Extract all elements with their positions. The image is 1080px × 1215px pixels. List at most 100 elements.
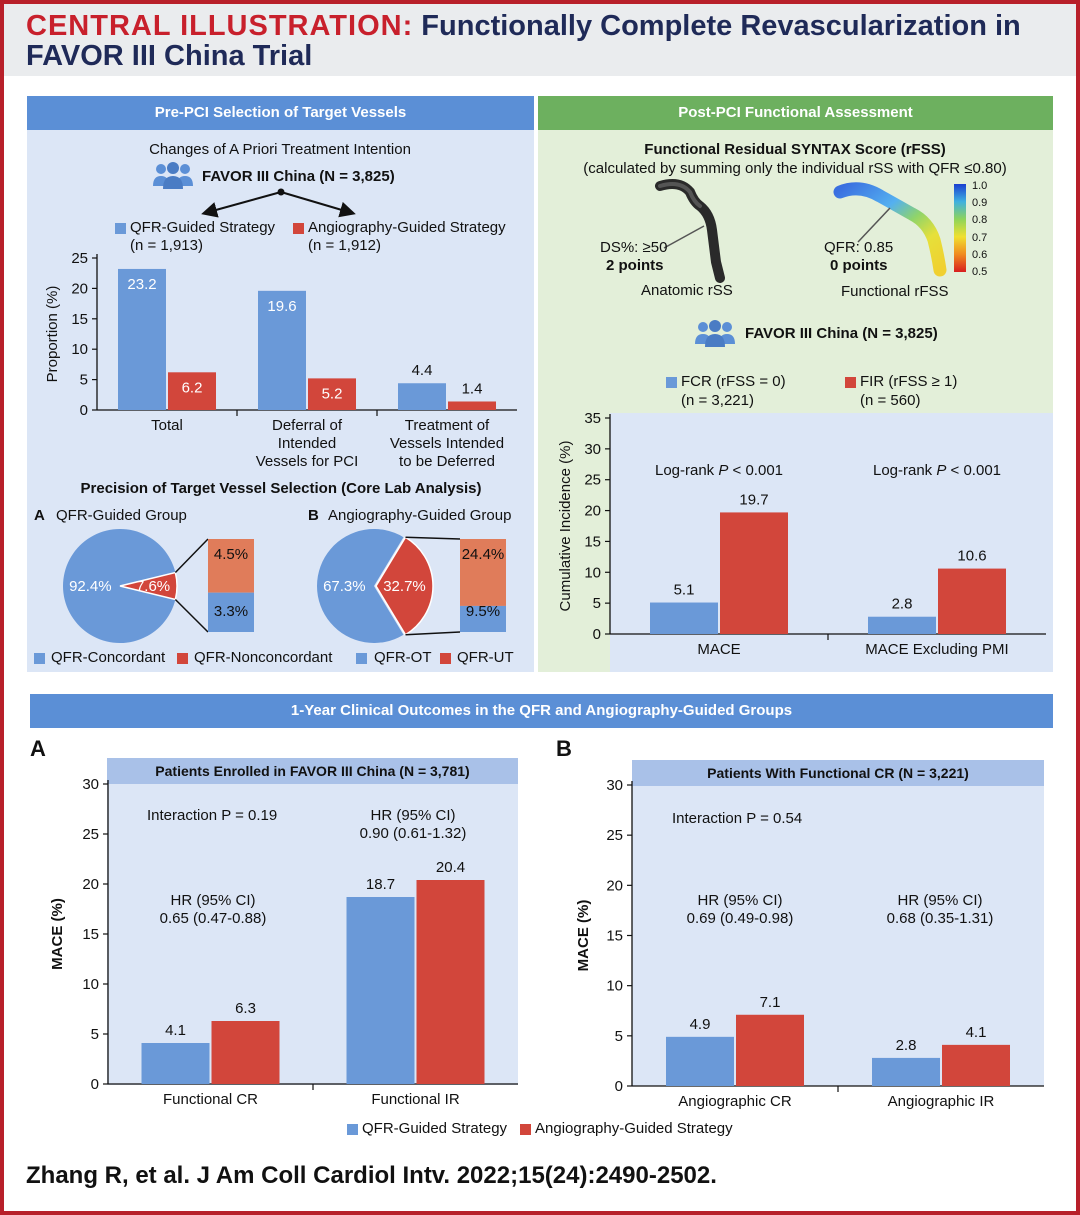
bar-red [938,568,1006,634]
pie-connector [174,538,209,574]
y-tick-label: 25 [606,827,623,844]
legend-n-fcr: (n = 3,221) [681,392,754,409]
data-label: 20.4 [436,859,465,876]
chart-outcomes-enrolled: 0 5 10 15 20 25 30 MACE (%) Functional CR 4.1 6.3 F… [30,760,530,1120]
title-bar [4,4,1076,76]
x-category-label: Treatment of [405,417,490,434]
anatomic-ds-label: DS%: ≥50 [600,239,668,256]
y-tick-label: 10 [584,564,601,581]
panelA-hr-value: 0.65 (0.47-0.88) [159,910,267,927]
panelB-plot-bg [632,760,1044,1086]
y-tick-label: 20 [584,503,601,520]
colorbar-tick: 0.7 [972,232,988,244]
pie-connector [405,536,461,540]
y-tick-label: 30 [584,441,601,458]
pie-legend-swatch-ut [440,653,451,664]
colorbar-tick: 1.0 [972,180,988,192]
bar-red [736,1014,804,1086]
y-tick-label: 5 [80,372,88,389]
title-text-line1: Functionally Complete Revascularization … [421,10,1021,42]
bar-red [448,401,496,410]
panelB-hr-value: 0.69 (0.49-0.98) [686,910,794,927]
legend-n-fir: (n = 560) [860,392,921,409]
outcomes-panelB-letter: B [556,736,572,761]
post-pci-header: Post-PCI Functional Assessment [538,96,1053,130]
data-label: 2.8 [892,596,913,613]
pie-label-red: 32.7% [383,578,426,595]
pie-slice-blue [62,529,176,643]
pie-label-red: 7.6% [136,578,170,595]
title-text-line2: FAVOR III China Trial [26,40,313,72]
x-category-label: MACE [697,641,740,658]
legend-n-angio: (n = 1,912) [308,237,381,254]
y-tick-label: 25 [71,250,88,267]
data-label: 2.8 [896,1037,917,1054]
pie-legend-ot: QFR-OT [374,649,432,666]
y-axis-label: Cumulative Incidence (%) [557,441,574,612]
pie-legend-swatch-ot [356,653,367,664]
y-tick-label: 0 [615,1078,623,1095]
panelA-title: Patients Enrolled in FAVOR III China (N … [107,758,518,784]
bar-blue [666,1036,734,1086]
panelB-title: Patients With Functional CR (N = 3,221) [632,760,1044,786]
panelA-interaction: Interaction P = 0.19 [147,807,278,824]
panelA-hr-label: HR (95% CI) [170,892,256,909]
people-icon [694,318,736,348]
y-tick-label: 0 [593,626,601,643]
data-label: 5.2 [322,385,343,402]
y-axis-label: MACE (%) [49,898,66,970]
y-tick-label: 35 [584,410,601,427]
y-tick-label: 20 [82,876,99,893]
panelB-hr-value: 0.68 (0.35-1.31) [886,910,994,927]
bar-blue [868,616,936,634]
y-axis-label: Proportion (%) [44,286,61,383]
panelB-hr-label: HR (95% CI) [697,892,783,909]
pie-slice-red [375,536,434,636]
outcomes-legend-swatch-qfr [347,1124,358,1135]
y-tick-label: 15 [584,533,601,550]
colorbar-tick: 0.8 [972,214,988,226]
annotation-logrank: Log-rank P < 0.001 [655,462,783,479]
y-tick-label: 10 [82,976,99,993]
pie-slice-blue [317,529,404,644]
x-category-label: Angiographic CR [678,1093,792,1110]
panelB-hr-label: HR (95% CI) [897,892,983,909]
outcomes-legend-qfr: QFR-Guided Strategy [362,1120,508,1137]
bar-red [168,372,216,410]
data-label: 19.6 [267,298,296,315]
breakdown-label: 3.3% [214,603,248,620]
data-label: 5.1 [674,582,695,599]
bar-red [308,378,356,410]
pie-slice-red [119,571,178,601]
bar-blue [346,897,415,1084]
pre-pci-trial-label: FAVOR III China (N = 3,825) [202,168,395,185]
x-category-label: Total [151,417,183,434]
x-category-label: MACE Excluding PMI [865,641,1008,658]
legend-label-angio: Angiography-Guided Strategy [308,219,506,236]
colorbar-tick: 0.9 [972,197,988,209]
bar-red [416,880,485,1084]
pie-label-blue: 67.3% [323,578,366,595]
y-tick-label: 5 [615,1028,623,1045]
data-label: 6.2 [182,379,203,396]
people-icon [152,160,194,190]
precision-title: Precision of Target Vessel Selection (Co… [80,480,482,497]
legend-swatch-angio [293,223,304,234]
pie-label-blue: 92.4% [69,578,112,595]
data-label: 19.7 [739,491,768,508]
functional-qfr-label: QFR: 0.85 [824,239,894,256]
breakdown-bottom [208,592,254,632]
y-tick-label: 25 [82,826,99,843]
colorbar-tick: 0.5 [972,266,988,278]
panelA-hr-label: HR (95% CI) [370,807,456,824]
legend-label-fcr: FCR (rFSS = 0) [681,373,786,390]
breakdown-label: 24.4% [462,546,505,563]
bar-blue [118,268,166,410]
x-category-label: Functional CR [163,1091,258,1108]
data-label: 23.2 [127,276,156,293]
pie-legend-nonconcordant: QFR-Nonconcordant [194,649,333,666]
legend-label-fir: FIR (rFSS ≥ 1) [860,373,958,390]
pieA-letter: A [34,507,45,524]
data-label: 4.9 [690,1016,711,1033]
